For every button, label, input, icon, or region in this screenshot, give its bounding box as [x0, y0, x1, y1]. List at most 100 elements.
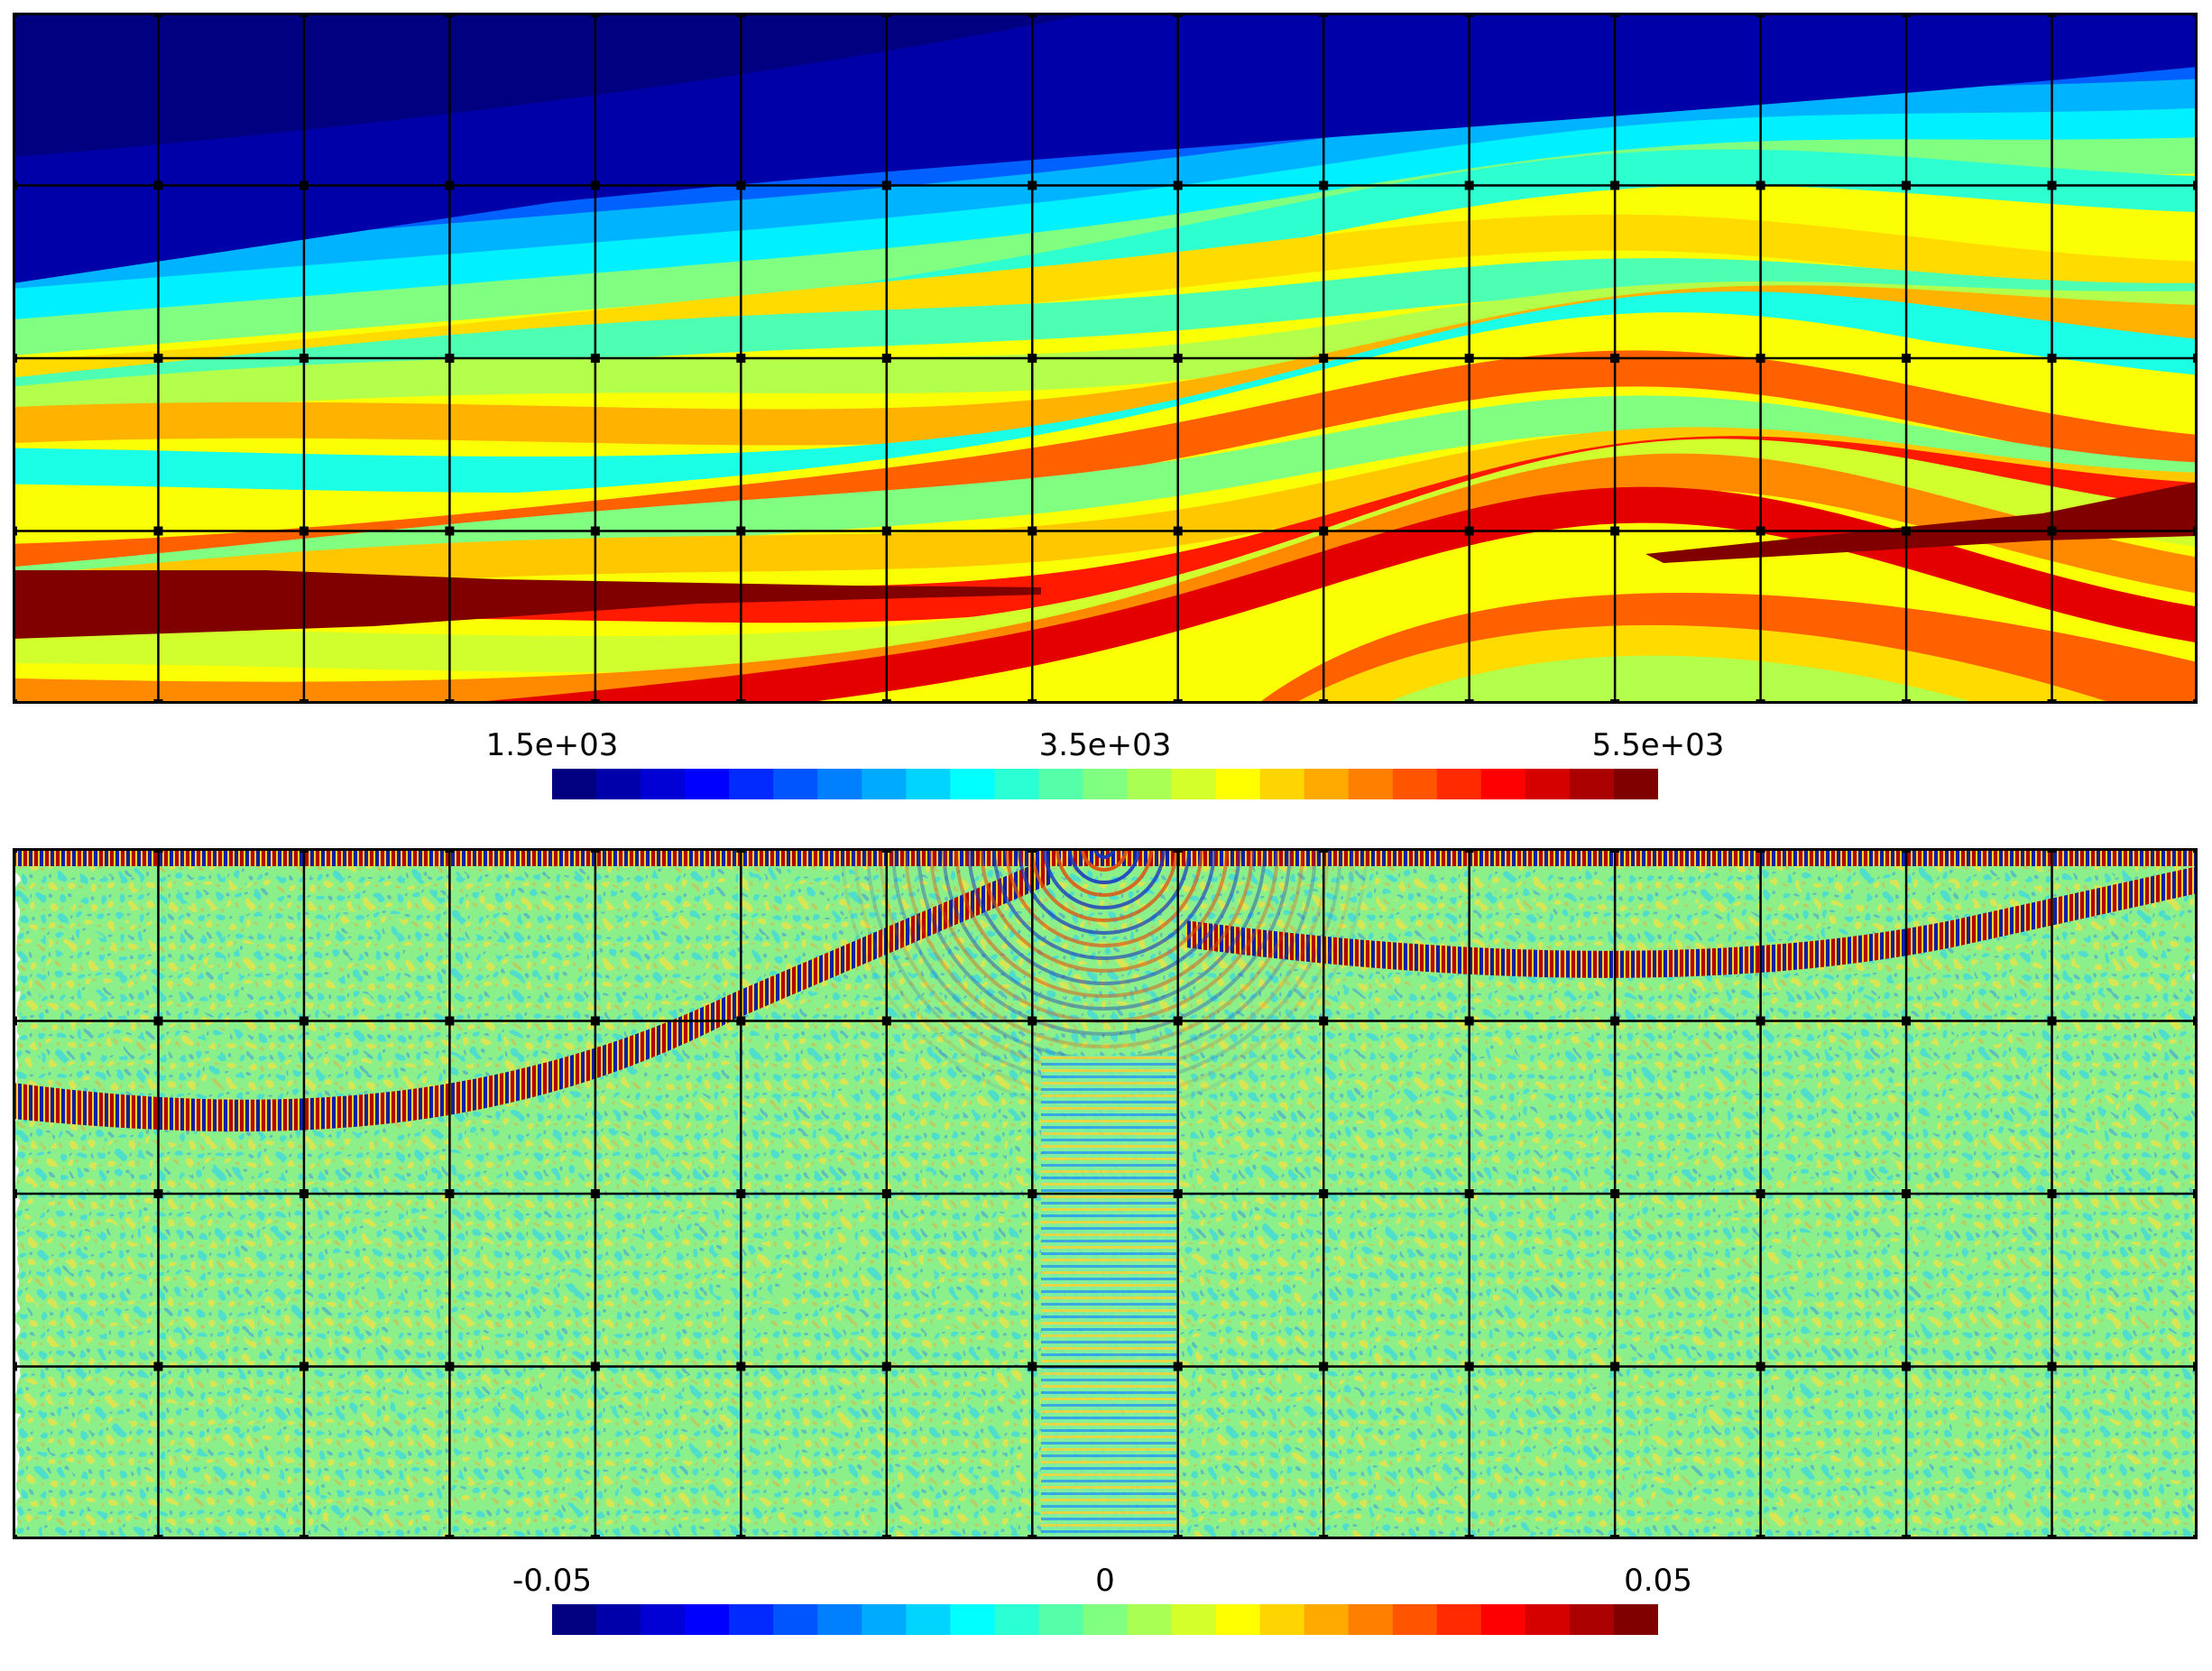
grid-node	[1902, 699, 1912, 704]
grid-node	[590, 699, 600, 704]
colorbar-swatch	[552, 1604, 597, 1635]
source-ripple	[1055, 848, 1153, 897]
grid-node	[1610, 1016, 1620, 1026]
grid-node	[1173, 699, 1183, 704]
grid-node	[2047, 1362, 2057, 1371]
grid-node	[1610, 1535, 1620, 1539]
grid-node	[1173, 1189, 1183, 1198]
grid-node	[445, 13, 455, 17]
colorbar-swatch	[1127, 769, 1173, 799]
grid-node	[881, 848, 891, 853]
grid-node	[736, 180, 746, 190]
grid-node	[445, 848, 455, 853]
grid-node	[153, 1535, 163, 1539]
grid-node	[2047, 526, 2057, 536]
wavefront	[13, 857, 1050, 1132]
grid-node	[1028, 699, 1037, 704]
colorbar-swatch	[950, 1604, 995, 1635]
grid-node	[736, 699, 746, 704]
colorbar-swatch	[1304, 1604, 1350, 1635]
grid-node	[1173, 13, 1183, 17]
source-ripple	[904, 848, 1304, 1048]
velocity-layer	[13, 291, 2196, 493]
grid-node	[1319, 13, 1329, 17]
grid-node	[2047, 1016, 2057, 1026]
grid-node	[1319, 848, 1329, 853]
grid-node	[881, 180, 891, 190]
grid-node	[1756, 1189, 1765, 1198]
colorbar-tick-label: 1.5e+03	[485, 727, 619, 763]
colorbar-swatch	[1569, 769, 1615, 799]
grid-node	[13, 354, 17, 363]
grid-node	[1319, 1016, 1329, 1026]
grid-node	[2047, 180, 2057, 190]
colorbar-swatch	[1038, 1604, 1083, 1635]
grid-node	[2193, 699, 2198, 704]
grid-node	[1464, 1189, 1474, 1198]
grid-node	[2047, 1535, 2057, 1539]
colorbar-swatch	[906, 769, 951, 799]
source-ripple	[980, 848, 1229, 973]
grid-node	[445, 1535, 455, 1539]
grid-node	[881, 1535, 891, 1539]
grid-lines	[13, 13, 2198, 704]
colorbar-swatch	[1215, 769, 1261, 799]
grid-node	[13, 1362, 17, 1371]
colorbar-swatch	[817, 1604, 862, 1635]
velocity-layer	[13, 312, 2196, 539]
grid-node	[153, 1362, 163, 1371]
grid-node	[1902, 526, 1912, 536]
grid-node	[1610, 180, 1620, 190]
grid-node	[1610, 1189, 1620, 1198]
grid-node	[445, 1362, 455, 1371]
grid-node	[1902, 848, 1912, 853]
grid-node	[299, 1535, 309, 1539]
grid-node	[1319, 1535, 1329, 1539]
wavefield-heatmap	[13, 848, 2198, 1539]
velocity-layer	[13, 107, 2196, 326]
colorbar-swatch	[1569, 1604, 1615, 1635]
grid-node	[1028, 1016, 1037, 1026]
grid-node	[299, 699, 309, 704]
grid-node	[299, 848, 309, 853]
grid-node	[881, 1362, 891, 1371]
grid-node	[153, 180, 163, 190]
grid-node	[2047, 848, 2057, 853]
grid-node	[1610, 354, 1620, 363]
colorbar-tick-label: 0	[1095, 1563, 1115, 1599]
colorbar-swatch	[1259, 1604, 1305, 1635]
colorbar-swatch	[817, 769, 862, 799]
grid-node	[1756, 848, 1765, 853]
colorbar-swatch	[994, 769, 1039, 799]
grid-node	[2193, 354, 2198, 363]
colorbar-swatch	[729, 769, 774, 799]
grid-node	[1610, 13, 1620, 17]
wavefield-colorbar-swatches	[552, 1604, 1658, 1635]
grid-node	[445, 526, 455, 536]
grid-node	[736, 13, 746, 17]
grid-node	[590, 848, 600, 853]
grid-node	[590, 1016, 600, 1026]
colorbar-swatch	[950, 769, 995, 799]
colorbar-swatch	[1348, 769, 1394, 799]
grid-node	[299, 354, 309, 363]
grid-node	[153, 13, 163, 17]
grid-node	[299, 1189, 309, 1198]
grid-node	[1028, 848, 1037, 853]
grid-node	[153, 848, 163, 853]
grid-node	[1028, 180, 1037, 190]
grid-node	[1028, 526, 1037, 536]
grid-node	[1464, 13, 1474, 17]
grid-node	[736, 526, 746, 536]
grid-node	[1173, 526, 1183, 536]
grid-node	[881, 354, 891, 363]
colorbar-swatch	[1127, 1604, 1173, 1635]
source-ripple	[1093, 848, 1115, 859]
grid-node	[1610, 848, 1620, 853]
grid-node	[2047, 354, 2057, 363]
grid-node	[153, 526, 163, 536]
grid-node	[1902, 1535, 1912, 1539]
grid-node	[1464, 1535, 1474, 1539]
colorbar-swatch	[994, 1604, 1039, 1635]
grid-node	[1028, 1189, 1037, 1198]
